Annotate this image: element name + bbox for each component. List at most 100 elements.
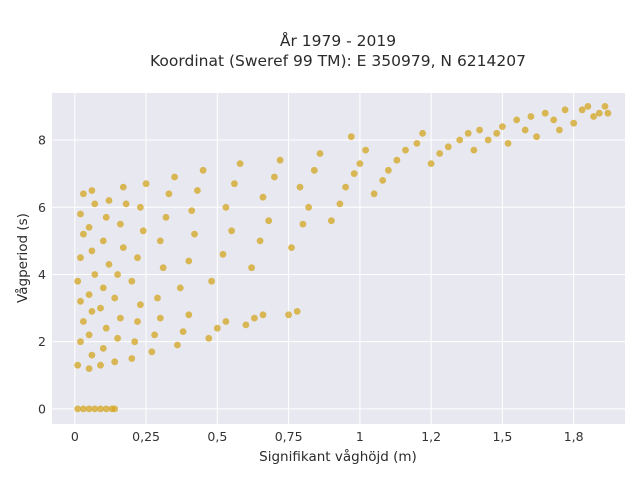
data-point-0-49 xyxy=(128,277,136,285)
data-point-0-10 xyxy=(80,318,87,325)
chart-title-line1: År 1979 - 2019 xyxy=(280,31,396,50)
data-point-0-126 xyxy=(533,133,540,141)
y-axis-label: Vågperiod (s) xyxy=(14,213,31,303)
data-point-0-75 xyxy=(208,277,216,285)
data-point-0-84 xyxy=(248,264,256,272)
data-point-0-82 xyxy=(251,314,258,322)
data-point-0-44 xyxy=(119,183,127,191)
data-point-0-124 xyxy=(521,126,529,134)
data-point-0-55 xyxy=(151,331,159,339)
data-point-0-57 xyxy=(154,294,161,302)
data-point-0-80 xyxy=(236,160,244,168)
data-point-0-39 xyxy=(111,294,119,302)
data-point-0-56 xyxy=(156,314,164,322)
grid xyxy=(52,93,625,424)
x-tick-label-0: 0 xyxy=(71,429,79,444)
data-point-0-92 xyxy=(288,244,295,252)
chart-title-line2: Koordinat (Sweref 99 TM): E 350979, N 62… xyxy=(150,52,526,70)
data-point-0-135 xyxy=(595,109,603,117)
data-point-0-74 xyxy=(222,318,230,325)
data-point-0-15 xyxy=(77,210,84,218)
data-point-0-96 xyxy=(310,166,318,174)
data-point-0-136 xyxy=(601,103,609,110)
data-point-0-5 xyxy=(102,405,110,413)
data-point-0-70 xyxy=(194,187,201,194)
data-point-0-119 xyxy=(484,136,492,144)
data-point-0-19 xyxy=(85,331,93,339)
data-point-0-109 xyxy=(402,146,409,154)
data-point-0-59 xyxy=(156,237,164,245)
data-point-0-52 xyxy=(137,203,144,211)
data-point-0-98 xyxy=(328,217,335,225)
data-point-0-20 xyxy=(88,308,96,315)
data-point-0-23 xyxy=(88,247,96,255)
data-point-0-60 xyxy=(162,213,170,221)
data-point-0-111 xyxy=(419,129,426,137)
data-point-0-134 xyxy=(590,113,597,120)
data-point-0-3 xyxy=(91,405,99,413)
data-point-0-13 xyxy=(77,254,84,262)
data-point-0-64 xyxy=(179,328,187,335)
x-tick-label-3: 0,75 xyxy=(275,429,303,444)
data-point-0-94 xyxy=(305,203,312,211)
data-point-0-47 xyxy=(134,318,141,325)
data-point-0-114 xyxy=(444,143,452,151)
data-point-0-112 xyxy=(427,160,435,168)
x-tick-label-5: 1,2 xyxy=(421,429,441,444)
data-point-0-116 xyxy=(464,129,472,137)
data-point-0-38 xyxy=(117,314,124,322)
data-point-0-51 xyxy=(139,227,147,235)
data-point-0-18 xyxy=(88,351,96,359)
data-point-0-72 xyxy=(205,334,213,342)
data-point-0-36 xyxy=(111,358,119,366)
data-point-0-35 xyxy=(105,197,113,204)
data-point-0-27 xyxy=(97,361,104,369)
data-point-0-110 xyxy=(413,140,421,147)
data-point-0-91 xyxy=(293,308,301,315)
data-point-0-33 xyxy=(99,237,107,245)
data-points xyxy=(74,103,612,413)
data-point-0-85 xyxy=(256,237,264,245)
data-point-0-79 xyxy=(231,180,238,188)
data-point-0-32 xyxy=(105,261,113,268)
data-point-0-62 xyxy=(171,173,179,181)
data-point-0-16 xyxy=(80,190,87,198)
data-point-0-73 xyxy=(213,324,221,332)
data-point-0-76 xyxy=(219,250,227,258)
data-point-0-90 xyxy=(285,311,292,319)
data-point-0-48 xyxy=(137,301,144,309)
data-point-0-87 xyxy=(259,193,267,201)
data-point-0-21 xyxy=(85,291,93,298)
data-point-0-43 xyxy=(122,200,130,208)
data-point-0-4 xyxy=(97,405,104,413)
data-point-0-129 xyxy=(556,126,563,134)
data-point-0-122 xyxy=(504,140,512,147)
data-point-0-120 xyxy=(493,129,501,137)
data-point-0-83 xyxy=(259,311,267,319)
data-point-0-12 xyxy=(74,277,82,285)
data-point-0-128 xyxy=(550,116,558,124)
data-point-0-89 xyxy=(276,156,284,164)
data-point-0-100 xyxy=(342,183,349,191)
data-point-0-123 xyxy=(513,116,521,124)
data-point-0-50 xyxy=(134,254,141,262)
data-point-0-1 xyxy=(80,405,87,413)
data-point-0-108 xyxy=(393,156,401,164)
data-point-0-2 xyxy=(85,405,93,413)
data-point-0-131 xyxy=(570,119,578,127)
data-point-0-88 xyxy=(271,173,278,181)
data-point-0-63 xyxy=(174,341,181,349)
data-point-0-118 xyxy=(476,126,483,134)
data-point-0-132 xyxy=(578,106,586,114)
data-point-0-71 xyxy=(199,166,207,174)
data-point-0-40 xyxy=(114,271,121,278)
tick-labels: 0 0,25 0,5 0,75 1 1,2 1,5 1,8 0 2 4 6 8 xyxy=(38,133,584,444)
data-point-0-95 xyxy=(296,183,304,191)
data-point-0-117 xyxy=(470,146,478,154)
y-tick-label-2: 4 xyxy=(38,267,46,282)
data-point-0-130 xyxy=(561,106,569,114)
data-point-0-17 xyxy=(85,365,93,372)
data-point-0-104 xyxy=(347,133,355,141)
data-point-0-103 xyxy=(362,146,369,154)
